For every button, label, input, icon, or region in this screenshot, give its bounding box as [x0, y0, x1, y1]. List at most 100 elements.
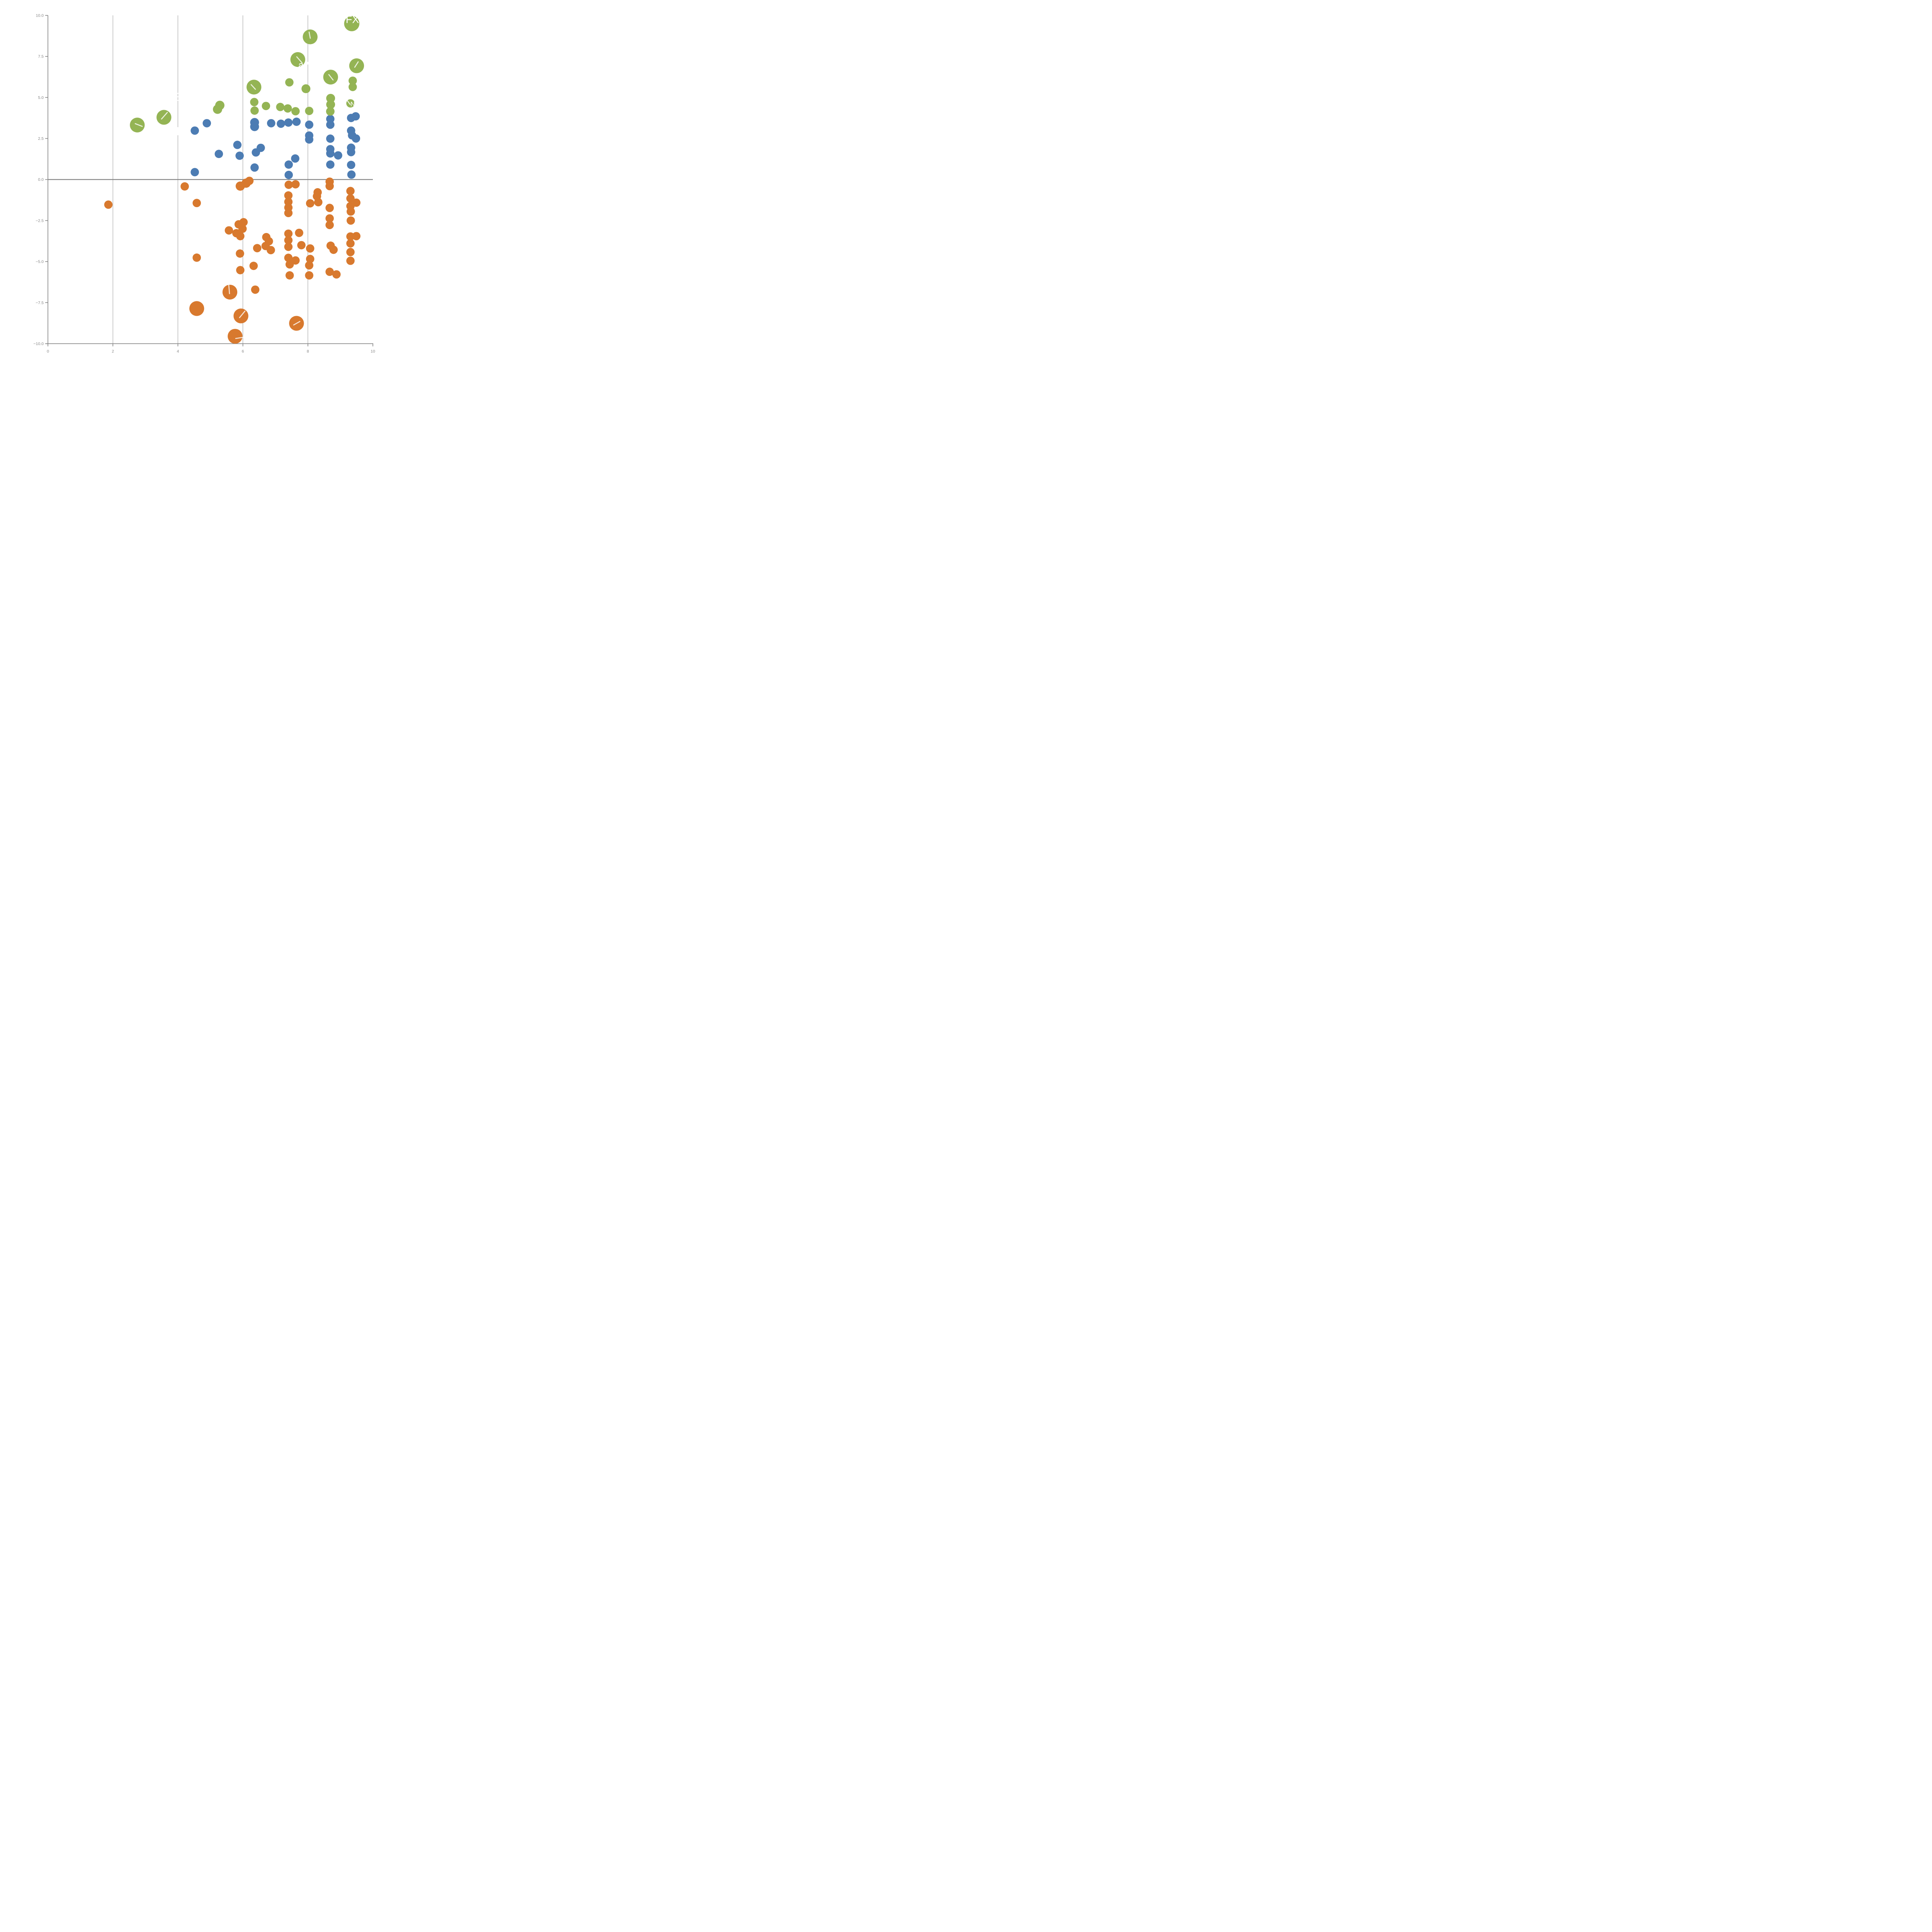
bubble-highlight-stroke-0	[134, 123, 143, 127]
data-point-blue-1	[202, 119, 211, 128]
data-point-blue-22	[326, 120, 335, 129]
data-point-orange-19	[325, 214, 334, 223]
data-point-orange-27	[253, 244, 262, 252]
data-point-orange-46	[236, 266, 245, 274]
data-point-blue-0	[190, 126, 199, 135]
data-point-green-5	[250, 106, 259, 115]
scatter-plot: 10.0 7.5 5.0 2.5 0.0 −2.5 −5.0 −7.5 −10.00 2 4 6 8 10…	[33, 13, 375, 354]
data-point-green-23	[349, 83, 357, 91]
data-point-green-7	[262, 102, 270, 111]
bubble-highlight-stroke-11	[293, 321, 301, 326]
data-point-orange-42	[284, 242, 293, 251]
data-point-green-14	[305, 107, 313, 115]
data-point-green-20	[344, 16, 360, 31]
data-point-orange-48	[285, 271, 294, 280]
data-point-orange-62	[346, 239, 355, 248]
data-point-orange-43	[284, 253, 293, 262]
x-tick-label: 4	[177, 349, 179, 354]
y-tick-label: −10.0	[33, 342, 44, 346]
bubble-highlight-stroke-6	[354, 61, 359, 68]
watermark-text-1: a	[298, 59, 304, 71]
data-point-green-21	[349, 58, 364, 73]
data-point-blue-23	[326, 134, 335, 143]
bubble-highlight-stroke-10	[235, 337, 244, 339]
data-point-green-18	[326, 100, 335, 109]
data-point-green-10	[291, 107, 300, 116]
bubble-highlight-stroke-2	[250, 84, 256, 90]
data-point-blue-26	[334, 151, 342, 160]
data-point-blue-18	[305, 120, 313, 129]
data-point-orange-68	[228, 329, 243, 344]
bubble-highlight-stroke-7	[346, 99, 351, 105]
data-point-green-11	[285, 78, 294, 87]
data-point-orange-49	[305, 261, 313, 270]
data-point-orange-34	[297, 241, 306, 250]
data-point-orange-6	[245, 177, 254, 185]
data-point-blue-10	[250, 163, 259, 172]
data-point-orange-32	[236, 249, 244, 258]
data-point-blue-9	[257, 143, 265, 152]
data-point-orange-58	[347, 207, 355, 216]
data-point-blue-35	[347, 160, 355, 169]
data-point-orange-52	[332, 270, 341, 279]
data-point-orange-55	[346, 194, 355, 203]
y-tick-label: 5.0	[38, 95, 44, 100]
scatter-chart-page: 10.0 7.5 5.0 2.5 0.0 −2.5 −5.0 −7.5 −10.0 0 2 4 6 8 10…	[0, 0, 386, 386]
data-point-blue-20	[305, 135, 313, 144]
y-tick-label: 7.5	[38, 54, 44, 59]
data-point-blue-4	[233, 141, 242, 149]
data-point-orange-9	[284, 191, 293, 200]
data-point-blue-14	[292, 117, 301, 126]
x-tick-label: 8	[307, 349, 309, 354]
data-point-blue-12	[277, 119, 285, 128]
data-point-orange-23	[238, 224, 247, 233]
y-tick-label: −2.5	[36, 218, 44, 223]
watermark-patch-1	[306, 62, 309, 65]
data-point-blue-15	[291, 154, 299, 163]
data-point-orange-18	[325, 204, 334, 212]
data-point-orange-61	[352, 232, 361, 240]
data-point-orange-20	[325, 221, 334, 230]
data-point-blue-16	[284, 160, 293, 169]
data-point-blue-5	[235, 151, 244, 160]
data-point-green-19	[326, 107, 335, 116]
data-point-green-3	[215, 100, 224, 110]
bubble-highlight-stroke-5	[328, 74, 334, 81]
data-point-orange-53	[251, 285, 260, 294]
data-point-orange-39	[329, 245, 338, 254]
data-point-orange-2	[192, 199, 201, 207]
data-point-orange-31	[267, 246, 275, 255]
data-point-orange-45	[249, 262, 258, 270]
watermark-patch-2	[336, 17, 342, 19]
data-point-orange-51	[325, 267, 334, 276]
data-point-green-22	[349, 77, 357, 85]
x-tick-label: 6	[242, 349, 244, 354]
data-point-orange-0	[104, 200, 113, 209]
watermark-text-2: N	[350, 100, 355, 108]
data-point-blue-29	[351, 112, 360, 121]
data-point-orange-1	[180, 182, 189, 191]
data-point-blue-21	[326, 115, 335, 123]
y-tick-label: 2.5	[38, 136, 44, 141]
data-point-green-8	[276, 103, 285, 111]
data-point-green-1	[156, 110, 172, 125]
data-point-orange-8	[291, 180, 300, 189]
data-point-green-17	[326, 94, 335, 103]
data-point-blue-36	[347, 170, 356, 179]
data-point-blue-34	[347, 148, 355, 156]
y-tick-label: 10.0	[36, 13, 44, 18]
data-point-orange-26	[236, 232, 245, 240]
data-point-green-6	[250, 98, 259, 106]
data-point-green-0	[130, 117, 145, 133]
data-point-orange-12	[284, 209, 293, 218]
data-point-blue-11	[267, 119, 276, 128]
data-point-blue-17	[284, 170, 293, 179]
data-point-orange-64	[346, 257, 355, 265]
data-point-orange-35	[306, 199, 315, 207]
data-point-blue-32	[352, 134, 361, 143]
y-tick-label: 0.0	[38, 177, 44, 182]
bubble-highlight-stroke-8	[228, 284, 230, 294]
data-point-orange-50	[305, 271, 313, 280]
data-point-orange-54	[346, 187, 355, 196]
x-tick-label: 2	[112, 349, 114, 354]
